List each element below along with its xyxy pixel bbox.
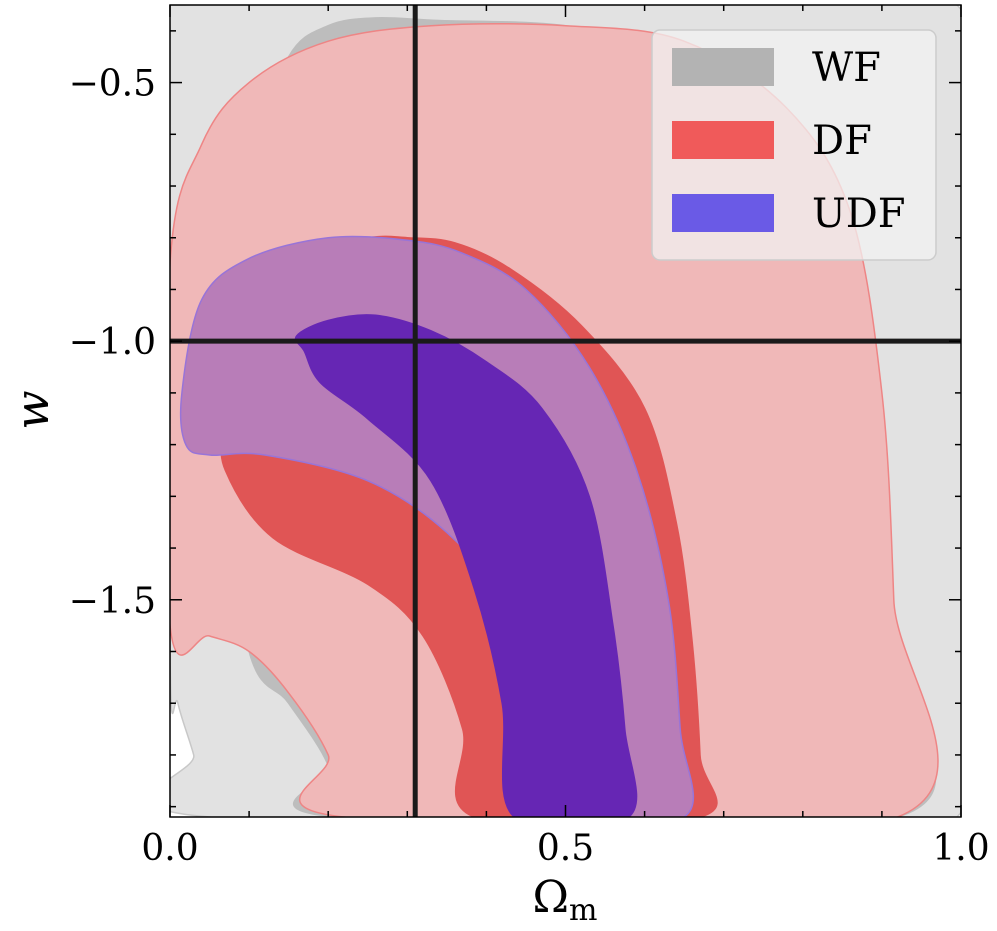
axis-ticks xyxy=(169,5,962,817)
contour-series-udf xyxy=(179,235,694,817)
y-tick-labels: −0.5 −1.0 −1.5 xyxy=(69,64,156,622)
legend-label-udf: UDF xyxy=(812,191,906,237)
legend-label-df: DF xyxy=(812,118,872,164)
fiducial-lines xyxy=(170,5,961,817)
x-axis-label-main: Ω xyxy=(533,872,569,923)
y-tick-label: −1.5 xyxy=(69,581,156,622)
x-tick-label: 0.0 xyxy=(141,828,198,869)
legend-swatch-wf xyxy=(672,48,774,86)
plot-frame xyxy=(169,4,962,818)
x-tick-label: 0.5 xyxy=(537,828,594,869)
legend-label-wf: WF xyxy=(812,45,881,91)
legend-swatch-df xyxy=(672,121,774,159)
x-tick-labels: 0.0 0.5 1.0 xyxy=(141,828,989,869)
contour-udf-68pct xyxy=(294,314,638,817)
y-axis-label: w xyxy=(5,390,59,429)
x-tick-label: 1.0 xyxy=(932,828,989,869)
y-tick-label: −1.0 xyxy=(69,322,156,363)
x-axis-label: Ωm xyxy=(533,872,598,928)
x-axis-label-sub: m xyxy=(569,893,597,928)
legend: WF DF UDF xyxy=(651,29,937,261)
legend-swatch-udf xyxy=(672,194,774,232)
y-tick-label: −0.5 xyxy=(69,64,156,105)
